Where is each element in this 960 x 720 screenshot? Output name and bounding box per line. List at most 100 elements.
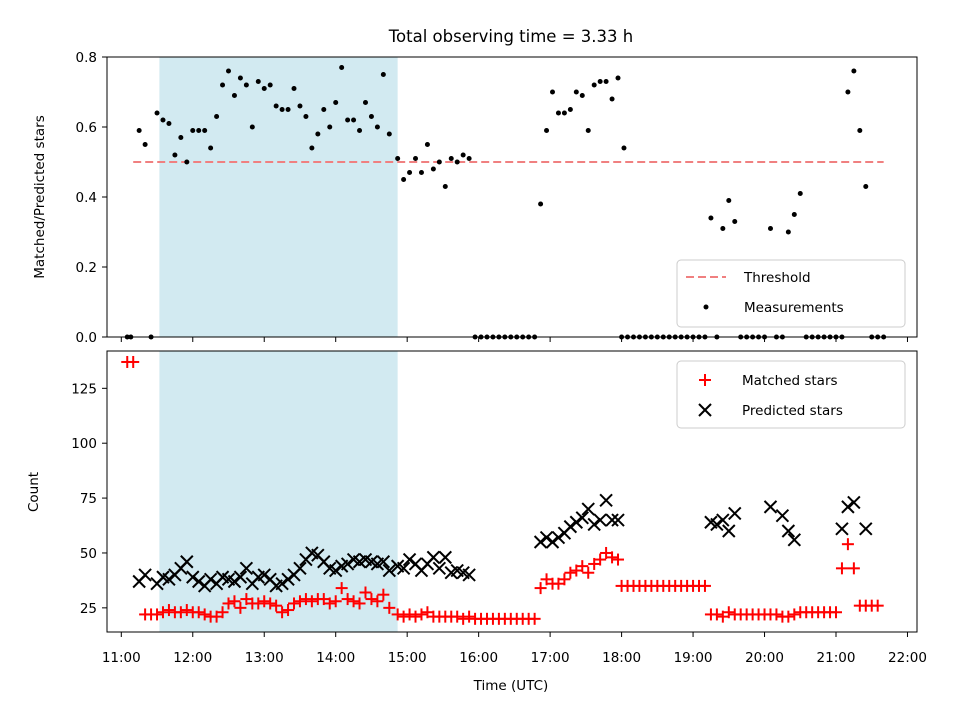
legend-measurements-swatch <box>703 304 709 310</box>
matched-star-point <box>335 582 348 595</box>
predicted-star-point <box>382 563 397 578</box>
matched-star-point <box>871 599 884 612</box>
predicted-star-point <box>192 574 206 589</box>
matched-star-point <box>788 608 801 621</box>
matched-star-point <box>174 606 187 619</box>
measurement-point <box>615 75 621 81</box>
predicted-star-point <box>847 495 861 510</box>
predicted-star-point <box>763 500 778 514</box>
measurement-point <box>785 229 791 235</box>
predicted-star-point <box>716 513 730 527</box>
measurement-point <box>339 65 345 70</box>
predicted-star-point <box>533 535 548 549</box>
predicted-star-point <box>233 570 248 584</box>
bottom-x-ticks: 11:00 12:00 13:00 14:00 15:00 16:00 17:00 18:00… <box>102 632 927 666</box>
matched-star-point <box>252 597 265 610</box>
predicted-star-point <box>575 511 589 525</box>
matched-star-point <box>341 593 354 606</box>
x-tick-label: 11:00 <box>102 650 141 666</box>
measurement-point <box>231 93 237 98</box>
legend-threshold-label: Threshold <box>743 270 811 286</box>
legend-predicted-label: Predicted stars <box>742 403 843 419</box>
predicted-star-point <box>587 517 601 532</box>
measurement-point <box>261 86 267 91</box>
measurement-point <box>237 75 243 81</box>
predicted-star-point <box>551 530 566 545</box>
predicted-star-point <box>138 568 152 582</box>
measurement-point <box>621 145 627 151</box>
measurement-point <box>327 124 333 130</box>
matched-star-point <box>391 608 404 621</box>
bottom-y-tick-label: 100 <box>71 436 97 452</box>
matched-star-point <box>228 595 241 608</box>
matched-star-point <box>353 597 366 610</box>
predicted-star-point <box>180 555 194 569</box>
measurement-point <box>380 72 386 77</box>
matched-star-point <box>359 586 372 599</box>
top-y-tick-label: 0.8 <box>76 50 97 66</box>
x-tick-label: 15:00 <box>388 650 427 666</box>
measurement-point <box>573 89 579 95</box>
measurement-point <box>851 68 857 74</box>
x-tick-label: 18:00 <box>602 650 641 666</box>
bottom-shaded-interval <box>159 351 398 632</box>
predicted-star-point <box>462 568 476 582</box>
top-y-tick-label: 0.0 <box>76 330 97 346</box>
measurement-point <box>297 103 303 109</box>
matched-star-point <box>377 588 390 601</box>
matched-star-point <box>415 608 428 621</box>
measurement-point <box>401 177 407 182</box>
measurement-point <box>172 152 178 158</box>
predicted-star-point <box>545 535 560 549</box>
measurement-point <box>160 117 166 123</box>
matched-star-point <box>192 606 205 619</box>
measurement-point <box>368 114 374 119</box>
predicted-star-point <box>605 513 619 527</box>
predicted-star-point <box>376 555 391 569</box>
matched-star-point <box>323 597 336 610</box>
legend-matched-swatch <box>699 374 711 386</box>
matched-star-point <box>576 560 589 573</box>
measurement-point <box>374 124 380 130</box>
matched-star-point <box>258 595 271 608</box>
measurement-point <box>154 110 160 116</box>
predicted-star-point <box>722 524 736 538</box>
measurement-point <box>579 93 585 98</box>
measurement-point <box>395 156 401 161</box>
matched-star-point <box>383 601 396 614</box>
measurement-point <box>303 114 309 119</box>
bottom-legend: Matched stars Predicted stars <box>676 360 906 429</box>
predicted-star-point <box>281 572 295 587</box>
matched-star-point <box>528 612 541 625</box>
measurement-point <box>357 128 363 133</box>
measurement-point <box>767 226 773 231</box>
measurement-point <box>178 135 184 140</box>
matched-star-point <box>222 597 235 610</box>
predicted-star-point <box>859 522 873 536</box>
measurement-point <box>538 201 544 207</box>
measurement-point <box>291 86 297 91</box>
matched-star-point <box>270 599 283 612</box>
matched-star-point <box>558 573 571 586</box>
measurement-point <box>424 142 430 147</box>
measurement-point <box>544 128 550 133</box>
predicted-star-point <box>293 561 307 576</box>
predicted-star-point <box>203 572 218 587</box>
matched-star-point <box>397 610 410 623</box>
matched-star-point <box>451 610 464 623</box>
predicted-star-point <box>611 513 625 527</box>
measurement-point <box>797 191 803 196</box>
measurement-point <box>550 89 555 95</box>
predicted-star-point <box>257 568 271 582</box>
matched-star-point <box>841 538 854 551</box>
measurement-point <box>857 128 863 133</box>
bottom-y-axis-label: Count <box>26 472 42 512</box>
matched-star-point <box>710 608 723 621</box>
measurement-point <box>561 110 567 116</box>
matched-star-point <box>347 595 360 608</box>
predicted-star-point <box>599 493 613 507</box>
matched-star-point <box>162 604 175 617</box>
measurement-point <box>585 128 591 133</box>
predicted-star-point <box>841 500 855 514</box>
